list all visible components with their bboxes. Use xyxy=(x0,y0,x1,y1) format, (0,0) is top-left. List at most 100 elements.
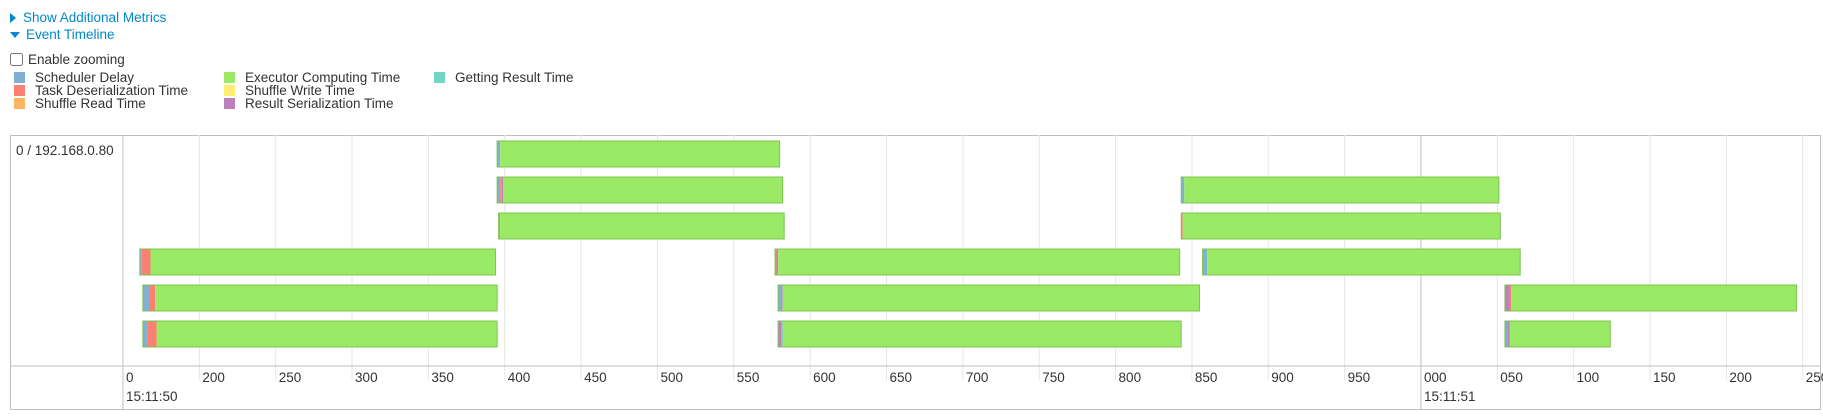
legend-label: Task Deserialization Time xyxy=(35,83,189,98)
task-segment-executor xyxy=(500,213,785,239)
axis-major-label: 15:11:50 xyxy=(126,389,178,404)
legend-label: Getting Result Time xyxy=(455,70,574,85)
task-segment xyxy=(1181,177,1185,203)
task-segment xyxy=(142,285,149,311)
task-segment-executor xyxy=(156,321,498,347)
task-segment xyxy=(148,285,156,311)
task-segment-executor xyxy=(782,285,1200,311)
show-additional-metrics-toggle[interactable]: Show Additional Metrics xyxy=(10,10,166,25)
axis-tick-label: 550 xyxy=(737,370,760,385)
legend-swatch xyxy=(14,98,25,109)
axis-tick-label: 300 xyxy=(355,370,378,385)
task-bar[interactable] xyxy=(1180,176,1500,204)
timeline-lanes xyxy=(139,140,1798,348)
task-bar[interactable] xyxy=(498,212,785,240)
axis-tick-label: 250 xyxy=(279,370,302,385)
legend-swatch xyxy=(224,72,235,83)
triangle-down-icon xyxy=(10,31,20,38)
axis-tick-label: 650 xyxy=(890,370,913,385)
task-outline xyxy=(496,140,781,168)
enable-zooming-checkbox[interactable] xyxy=(10,53,23,66)
task-segment-executor xyxy=(778,249,1180,275)
task-bar[interactable] xyxy=(1504,320,1611,348)
axis-tick-label: 600 xyxy=(813,370,836,385)
axis-tick-label: 450 xyxy=(584,370,607,385)
task-segment xyxy=(139,249,142,275)
event-timeline-label: Event Timeline xyxy=(26,27,115,42)
task-outline xyxy=(1504,320,1611,348)
triangle-right-icon xyxy=(10,12,16,23)
task-segment-executor xyxy=(155,285,498,311)
task-segment-executor xyxy=(503,177,783,203)
task-bar[interactable] xyxy=(1504,284,1798,312)
task-outline xyxy=(1180,212,1501,240)
timeline-axis: 0 200 250 300 350 400 450 500 550 600 650 700 750 800… xyxy=(126,370,1823,404)
legend-label: Scheduler Delay xyxy=(35,70,135,85)
axis-tick-label: 100 xyxy=(1577,370,1600,385)
axis-tick-label: 050 xyxy=(1500,370,1523,385)
task-bar[interactable] xyxy=(774,248,1181,276)
task-segment-executor xyxy=(1184,177,1499,203)
show-additional-metrics-label: Show Additional Metrics xyxy=(23,10,167,25)
task-segment xyxy=(778,321,782,347)
task-segment xyxy=(1507,321,1510,347)
task-outline xyxy=(777,320,1182,348)
task-bar[interactable] xyxy=(139,248,497,276)
task-bar[interactable] xyxy=(142,284,498,312)
task-segment xyxy=(142,321,148,347)
legend-label: Executor Computing Time xyxy=(245,70,401,85)
task-segment xyxy=(1509,285,1512,311)
task-bar[interactable] xyxy=(777,320,1182,348)
task-outline xyxy=(139,248,497,276)
axis-tick-label: 000 xyxy=(1424,370,1447,385)
event-timeline-panel[interactable] xyxy=(10,135,1821,410)
task-segment xyxy=(500,177,502,203)
axis-tick-label: 500 xyxy=(660,370,683,385)
task-outline xyxy=(1504,284,1798,312)
legend-item-shuffle-write: Shuffle Write Time xyxy=(224,83,355,98)
legend-swatch xyxy=(224,98,235,109)
task-bar[interactable] xyxy=(142,320,498,348)
axis-tick-label: 0 xyxy=(126,370,134,385)
legend-label: Shuffle Write Time xyxy=(245,83,355,98)
task-bar[interactable] xyxy=(1202,248,1521,276)
task-segment xyxy=(501,177,504,203)
task-bar[interactable] xyxy=(777,284,1201,312)
task-bar[interactable] xyxy=(496,176,784,204)
task-segment-executor xyxy=(1509,321,1611,347)
task-outline xyxy=(498,212,785,240)
task-bar[interactable] xyxy=(496,140,781,168)
legend-item-result-serialization: Result Serialization Time xyxy=(224,96,394,111)
task-outline xyxy=(142,320,498,348)
axis-tick-label: 150 xyxy=(1653,370,1676,385)
task-outline xyxy=(496,176,784,204)
axis-tick-label: 850 xyxy=(1195,370,1218,385)
executor-label: 0 / 192.168.0.80 xyxy=(16,143,114,158)
event-timeline-toggle[interactable]: Event Timeline xyxy=(10,27,115,42)
task-outline xyxy=(142,284,498,312)
axis-tick-label: 200 xyxy=(1729,370,1752,385)
task-outline xyxy=(1202,248,1521,276)
legend-item-task-deserialization: Task Deserialization Time xyxy=(14,83,188,98)
axis-tick-label: 800 xyxy=(1119,370,1142,385)
axis-tick-label: 200 xyxy=(202,370,225,385)
axis-major-label: 15:11:51 xyxy=(1424,389,1476,404)
enable-zooming[interactable]: Enable zooming xyxy=(10,52,125,67)
task-segment xyxy=(497,141,501,167)
axis-tick-label: 400 xyxy=(508,370,531,385)
task-segment xyxy=(781,321,783,347)
axis-tick-label: 700 xyxy=(966,370,989,385)
axis-tick-label: 750 xyxy=(1042,370,1065,385)
legend-swatch xyxy=(434,72,445,83)
task-segment-executor xyxy=(150,249,496,275)
task-bar[interactable] xyxy=(1180,212,1501,240)
task-segment xyxy=(775,249,777,275)
axis-tick-label: 250 xyxy=(1806,370,1823,385)
task-segment xyxy=(776,249,779,275)
task-segment-executor xyxy=(1182,213,1501,239)
task-segment xyxy=(1202,249,1208,275)
task-segment-executor xyxy=(1511,285,1797,311)
legend-item-getting-result: Getting Result Time xyxy=(434,70,574,85)
task-segment xyxy=(1181,213,1183,239)
